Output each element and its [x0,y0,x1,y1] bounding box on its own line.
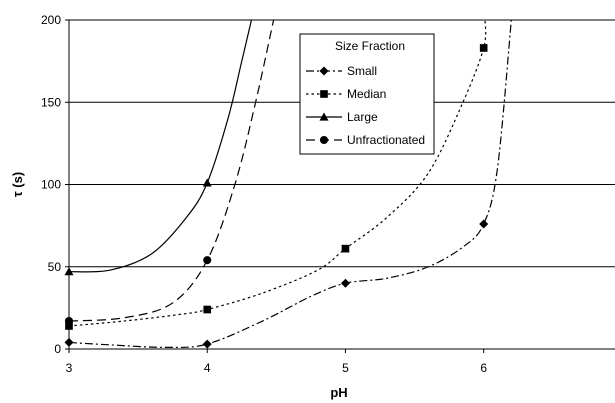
data-point-unfractionated [203,256,212,265]
legend-label: Median [347,87,386,101]
legend-label: Large [347,110,378,124]
y-tick-label: 100 [41,178,61,192]
x-tick-label: 4 [204,361,211,375]
data-point-median [479,44,488,52]
legend-item-median: Median [306,87,386,101]
legend-marker [320,90,328,98]
tick-labels: 0 50 100 150 200 3 4 5 6 [41,13,487,375]
data-point-unfractionated [64,316,74,326]
legend-label: Unfractionated [347,133,425,147]
y-tick-label: 150 [41,95,61,109]
legend-item-small: Small [306,64,377,78]
data-point-median [65,322,73,330]
legend: Size Fraction Small Median Large Unfraction… [299,33,435,155]
data-point-small [64,337,74,347]
data-markers [64,44,489,349]
legend-item-large: Large [306,110,378,124]
y-tick-label: 50 [48,260,62,274]
series-line-unfractionated [69,20,275,322]
data-point-median [341,244,350,253]
legend-marker [319,135,329,145]
legend-marker [319,112,329,121]
data-point-large [64,267,74,276]
legend-title: Size Fraction [335,39,405,53]
data-point-median [203,305,212,314]
data-point-large [202,178,212,187]
series-line-large [69,20,253,273]
x-tick-label: 6 [480,361,487,375]
y-axis-title: τ (s) [10,172,25,197]
y-tick-label: 0 [54,342,61,356]
series-lines [69,20,512,349]
series-line-small [69,20,512,349]
series-line-median [69,20,487,327]
x-axis-title: pH [330,385,347,400]
legend-label: Small [347,64,377,78]
x-tick-label: 5 [342,361,349,375]
legend-marker [319,66,329,76]
x-tick-label: 3 [66,361,73,375]
data-point-small [202,339,212,349]
data-point-small [479,219,489,229]
data-point-small [340,278,350,288]
y-tick-label: 200 [41,13,61,27]
legend-items: Small Median Large Unfractionated [306,64,425,147]
legend-item-unfractionated: Unfractionated [306,133,425,147]
